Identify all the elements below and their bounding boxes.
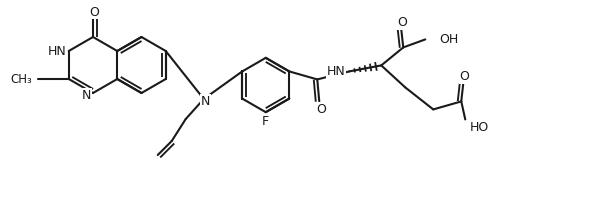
Text: CH₃: CH₃	[10, 73, 32, 86]
Text: O: O	[397, 16, 407, 29]
Text: HN: HN	[326, 65, 345, 78]
Text: HO: HO	[469, 121, 489, 134]
Text: OH: OH	[440, 33, 458, 46]
Text: HN: HN	[48, 45, 67, 58]
Text: F: F	[262, 115, 269, 128]
Text: O: O	[460, 70, 469, 83]
Text: O: O	[316, 103, 326, 116]
Text: N: N	[81, 88, 91, 101]
Text: O: O	[89, 6, 99, 19]
Text: N: N	[201, 95, 211, 108]
